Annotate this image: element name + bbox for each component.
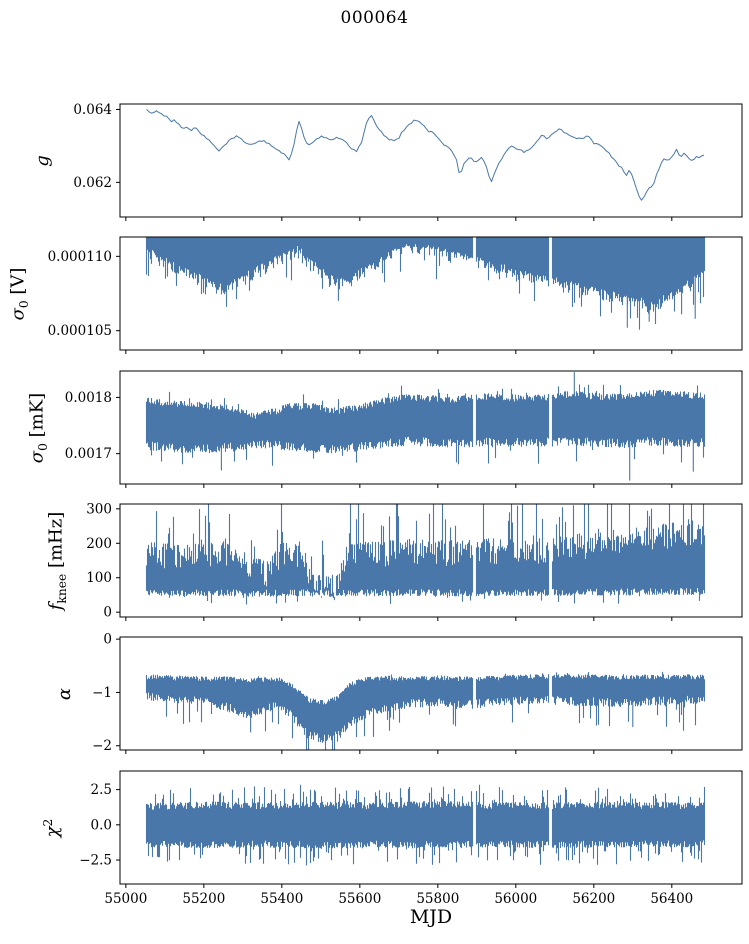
y-tick-label: −2 [92, 738, 112, 754]
y-axis-label-part: 0 [36, 442, 51, 451]
y-axis-label-chi2: χ2 [40, 818, 64, 837]
axes-frame [119, 770, 743, 885]
figure-title: 000064 [340, 8, 409, 28]
y-axis-label-part: 2 [40, 818, 55, 826]
y-tick-label: −1 [92, 685, 112, 701]
series-sigma0-mK [145, 372, 706, 481]
axes-frame [119, 236, 743, 351]
y-tick-label: 0.064 [73, 102, 112, 118]
panel-sigma0-mK: 0.0018 0.0017 [65, 370, 743, 488]
y-axis-label-sigma0-mK: σ0 [mK] [26, 392, 51, 463]
y-axis-label-part: α [54, 687, 75, 700]
y-axis-label-part: f [45, 603, 67, 610]
x-tick-label: 55600 [338, 891, 381, 907]
y-tick-label: 0.0018 [65, 390, 112, 406]
panel-sigma0-V: 0.000110 0.000105 [48, 236, 743, 354]
y-tick-label: −2.5 [79, 853, 112, 869]
panel-g: 0.064 0.062 [73, 102, 743, 221]
x-tick-label: 56000 [494, 891, 537, 907]
series-alpha [145, 671, 706, 750]
y-tick-label: 0.062 [73, 175, 112, 191]
axes-frame [119, 636, 743, 751]
y-axis-label-part: [mHz] [45, 511, 67, 574]
y-axis-label-part: σ [7, 307, 29, 320]
y-axis-label-g: g [32, 154, 53, 167]
y-tick-label: 0.000105 [48, 323, 112, 339]
x-tick-label: 55000 [104, 891, 147, 907]
panel-chi2: 2.5 0.0 −2.5 55000 55200 55400 55600 55800 56000… [79, 770, 743, 907]
y-tick-label: 100 [86, 570, 112, 586]
series-fknee [145, 504, 706, 605]
y-tick-label: 0.0 [91, 817, 112, 833]
axes-frame [119, 103, 743, 218]
y-tick-label: 0 [103, 605, 112, 621]
panel-alpha: 0 −1 −2 [92, 632, 743, 754]
x-tick-label: 56200 [572, 891, 615, 907]
y-tick-label: 0.0017 [65, 446, 112, 462]
y-tick-label: 0.000110 [48, 249, 112, 265]
y-axis-label-part: g [32, 154, 53, 167]
y-tick-label: 0 [103, 632, 112, 648]
y-axis-label-sigma0-V: σ0 [V] [7, 267, 32, 320]
series-chi2 [145, 784, 706, 866]
y-tick-label: 200 [86, 536, 112, 552]
axes-frame [119, 370, 743, 485]
y-axis-label-part: χ [42, 825, 64, 837]
y-axis-label-part: knee [55, 573, 70, 604]
x-tick-label: 56400 [650, 891, 693, 907]
series-g [146, 108, 705, 201]
axes-frame [119, 503, 743, 618]
y-axis-label-part: [mK] [26, 392, 48, 443]
y-tick-label: 2.5 [91, 782, 112, 798]
x-tick-label: 55800 [416, 891, 459, 907]
x-tick-label: 55200 [182, 891, 225, 907]
x-tick-label: 55400 [260, 891, 303, 907]
y-axis-label-part: σ [26, 450, 48, 463]
panel-fknee: 300 200 100 0 [86, 501, 743, 621]
y-axis-label-part: 0 [17, 299, 32, 308]
y-axis-label-fknee: fknee [mHz] [45, 511, 70, 610]
y-tick-label: 300 [86, 501, 112, 517]
y-axis-label-alpha: α [54, 687, 75, 700]
y-axis-label-part: [V] [7, 267, 29, 300]
x-axis-label: MJD [409, 906, 453, 928]
series-sigma0-V [145, 237, 706, 330]
